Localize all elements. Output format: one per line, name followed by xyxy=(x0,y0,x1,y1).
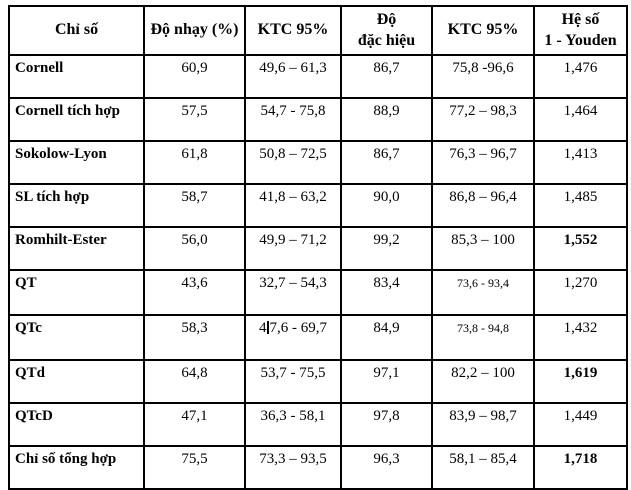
cell-specificity[interactable]: 83,4 xyxy=(340,269,433,316)
table-body: Cornell 60,9 49,6 – 61,3 86,7 75,8 -96,6 1,47… xyxy=(8,54,628,490)
header-label-line2: đặc hiệu xyxy=(357,31,416,49)
table-row: SL tích hợp 58,7 41,8 – 63,2 90,0 86,8 – 96,… xyxy=(8,183,628,228)
table-row: QTcD 47,1 36,3 - 58,1 97,8 83,9 – 98,7 1,449 xyxy=(8,402,628,447)
header-cell-ktc-spec[interactable]: KTC 95% xyxy=(431,5,535,56)
cell-specificity[interactable]: 86,7 xyxy=(340,54,433,99)
cell-ci_sens[interactable]: 50,8 – 72,5 xyxy=(244,140,342,185)
results-table: Chỉ số Độ nhạy (%) KTC 95% Độ đặc hiệu K… xyxy=(8,5,628,490)
cell-label[interactable]: QTcD xyxy=(8,402,145,447)
cell-sensitivity[interactable]: 56,0 xyxy=(143,226,246,271)
cell-label[interactable]: QTd xyxy=(8,359,145,404)
cell-youden[interactable]: 1,619 xyxy=(533,359,628,404)
cell-sensitivity[interactable]: 60,9 xyxy=(143,54,246,99)
cell-youden[interactable]: 1,413 xyxy=(533,140,628,185)
cell-ci_sens[interactable]: 41,8 – 63,2 xyxy=(244,183,342,228)
cell-sensitivity[interactable]: 58,7 xyxy=(143,183,246,228)
cell-specificity[interactable]: 86,7 xyxy=(340,140,433,185)
table-row: Chỉ số tổng hợp 75,5 73,3 – 93,5 96,3 58,1 –… xyxy=(8,445,628,490)
table-row: Cornell 60,9 49,6 – 61,3 86,7 75,8 -96,6 1,47… xyxy=(8,54,628,99)
table-row: Cornell tích hợp 57,5 54,7 - 75,8 88,9 77,2 … xyxy=(8,97,628,142)
header-cell-ktc-sens[interactable]: KTC 95% xyxy=(244,5,342,56)
header-label-line2: 1 - Youden xyxy=(544,31,617,49)
cell-ci_spec[interactable]: 86,8 – 96,4 xyxy=(431,183,535,228)
header-cell-chi-so[interactable]: Chỉ số xyxy=(8,5,145,56)
cell-ci_spec[interactable]: 73,8 - 94,8 xyxy=(431,314,535,361)
cell-ci_sens[interactable]: 54,7 - 75,8 xyxy=(244,97,342,142)
header-label: Độ nhạy (%) xyxy=(150,21,239,39)
cell-specificity[interactable]: 96,3 xyxy=(340,445,433,490)
header-cell-do-dac-hieu[interactable]: Độ đặc hiệu xyxy=(340,5,433,56)
cell-youden[interactable]: 1,432 xyxy=(533,314,628,361)
header-label-line1: Độ xyxy=(376,10,397,28)
header-cell-he-so-youden[interactable]: Hệ số 1 - Youden xyxy=(533,5,628,56)
cell-ci_sens[interactable]: 53,7 - 75,5 xyxy=(244,359,342,404)
cell-ci_sens[interactable]: 49,9 – 71,2 xyxy=(244,226,342,271)
cell-specificity[interactable]: 97,1 xyxy=(340,359,433,404)
cell-sensitivity[interactable]: 75,5 xyxy=(143,445,246,490)
table-row: QTd 64,8 53,7 - 75,5 97,1 82,2 – 100 1,619 xyxy=(8,359,628,404)
cell-label[interactable]: SL tích hợp xyxy=(8,183,145,228)
table-row: Sokolow-Lyon 61,8 50,8 – 72,5 86,7 76,3 – 96… xyxy=(8,140,628,185)
cell-sensitivity[interactable]: 58,3 xyxy=(143,314,246,361)
cell-youden[interactable]: 1,718 xyxy=(533,445,628,490)
cell-specificity[interactable]: 97,8 xyxy=(340,402,433,447)
cell-ci_sens[interactable]: 49,6 – 61,3 xyxy=(244,54,342,99)
cell-ci_spec[interactable]: 82,2 – 100 xyxy=(431,359,535,404)
header-cell-do-nhay[interactable]: Độ nhạy (%) xyxy=(143,5,246,56)
cell-specificity[interactable]: 90,0 xyxy=(340,183,433,228)
cell-ci_spec[interactable]: 73,6 - 93,4 xyxy=(431,269,535,316)
header-label: Chỉ số xyxy=(54,21,99,39)
table-row: Romhilt-Ester 56,0 49,9 – 71,2 99,2 85,3 – 1… xyxy=(8,226,628,271)
cell-sensitivity[interactable]: 61,8 xyxy=(143,140,246,185)
cell-ci_spec[interactable]: 77,2 – 98,3 xyxy=(431,97,535,142)
cell-sensitivity[interactable]: 57,5 xyxy=(143,97,246,142)
text-caret-icon xyxy=(267,321,269,334)
cell-youden[interactable]: 1,485 xyxy=(533,183,628,228)
cell-label[interactable]: Sokolow-Lyon xyxy=(8,140,145,185)
cell-ci_sens[interactable]: 32,7 – 54,3 xyxy=(244,269,342,316)
cell-ci_sens[interactable]: 4 7,6 - 69,7 xyxy=(244,314,342,361)
cell-sensitivity[interactable]: 64,8 xyxy=(143,359,246,404)
header-label: KTC 95% xyxy=(447,21,519,39)
cell-label[interactable]: Romhilt-Ester xyxy=(8,226,145,271)
cell-youden[interactable]: 1,270 xyxy=(533,269,628,316)
cell-label[interactable]: Cornell xyxy=(8,54,145,99)
cell-ci_spec[interactable]: 75,8 -96,6 xyxy=(431,54,535,99)
cell-specificity[interactable]: 99,2 xyxy=(340,226,433,271)
cell-ci_spec[interactable]: 85,3 – 100 xyxy=(431,226,535,271)
cell-ci_sens[interactable]: 36,3 - 58,1 xyxy=(244,402,342,447)
cell-sensitivity[interactable]: 47,1 xyxy=(143,402,246,447)
cell-label[interactable]: QT xyxy=(8,269,145,316)
cell-specificity[interactable]: 88,9 xyxy=(340,97,433,142)
cell-label[interactable]: Cornell tích hợp xyxy=(8,97,145,142)
cell-ci_spec[interactable]: 58,1 – 85,4 xyxy=(431,445,535,490)
cell-ci_sens[interactable]: 73,3 – 93,5 xyxy=(244,445,342,490)
header-row: Chỉ số Độ nhạy (%) KTC 95% Độ đặc hiệu K… xyxy=(8,5,628,56)
cell-label[interactable]: Chỉ số tổng hợp xyxy=(8,445,145,490)
cell-youden[interactable]: 1,476 xyxy=(533,54,628,99)
header-label-line1: Hệ số xyxy=(561,10,600,28)
cell-sensitivity[interactable]: 43,6 xyxy=(143,269,246,316)
cell-ci_spec[interactable]: 76,3 – 96,7 xyxy=(431,140,535,185)
cell-youden[interactable]: 1,464 xyxy=(533,97,628,142)
cell-youden[interactable]: 1,449 xyxy=(533,402,628,447)
table-row: QT 43,6 32,7 – 54,3 83,4 73,6 - 93,4 1,270 xyxy=(8,269,628,316)
cell-youden[interactable]: 1,552 xyxy=(533,226,628,271)
cell-label[interactable]: QTc xyxy=(8,314,145,361)
cell-ci_spec[interactable]: 83,9 – 98,7 xyxy=(431,402,535,447)
table-row: QTc 58,3 4 7,6 - 69,7 84,9 73,8 - 94,8 1,432 xyxy=(8,314,628,361)
header-label: KTC 95% xyxy=(257,21,329,39)
cell-specificity[interactable]: 84,9 xyxy=(340,314,433,361)
